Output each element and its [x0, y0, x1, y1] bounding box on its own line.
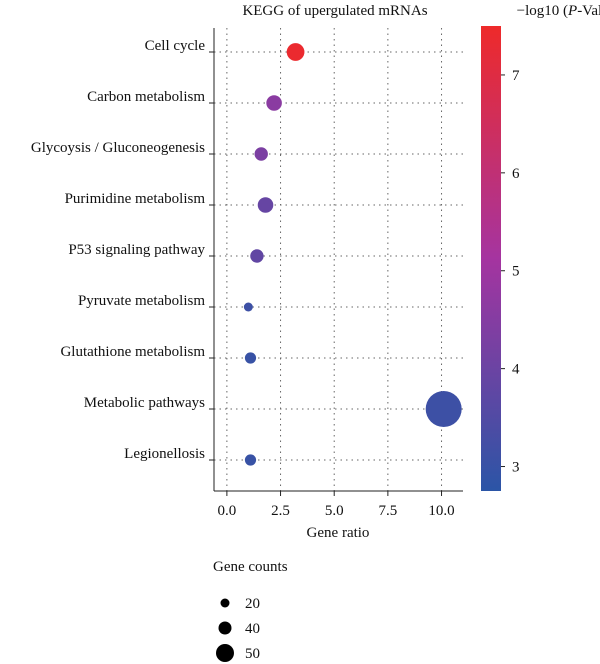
- size-legend-entries: 20 40 50: [216, 596, 260, 662]
- data-point-purimidine-metabolism: [257, 197, 274, 213]
- color-scale-tick-label: 4: [512, 362, 520, 378]
- x-ticks: 0.0 2.5 5.0 7.5 10.0: [218, 491, 455, 519]
- data-point-p53-signaling-pathway: [250, 249, 264, 263]
- x-tick-label: 5.0: [325, 503, 344, 519]
- data-points: [243, 43, 462, 466]
- data-point-pyruvate-metabolism: [243, 302, 253, 312]
- color-scale-tick-label: 5: [512, 264, 520, 280]
- size-legend-label: 20: [245, 596, 260, 612]
- color-scale-title: −log10 (P-Value): [517, 3, 600, 19]
- size-legend-swatch: [220, 598, 230, 608]
- x-tick-label: 7.5: [378, 503, 397, 519]
- size-legend-title: Gene counts: [213, 559, 288, 575]
- x-tick-label: 2.5: [271, 503, 290, 519]
- chart-title: KEGG of upergulated mRNAs: [242, 3, 427, 19]
- color-scale-tick-label: 6: [512, 166, 520, 182]
- size-legend-swatch: [218, 621, 232, 635]
- x-axis-title: Gene ratio: [307, 525, 370, 541]
- data-point-cell-cycle: [286, 43, 305, 61]
- y-ticks: Cell cycle Carbon metabolism Glycoysis / G…: [31, 38, 214, 462]
- color-scale-tick-label: 3: [512, 460, 520, 476]
- size-legend-label: 40: [245, 621, 260, 637]
- plot-panel: Cell cycle Carbon metabolism Glycoysis / G…: [31, 28, 463, 519]
- data-point-metabolic-pathways: [425, 391, 462, 427]
- size-legend: Gene counts 20 40 50: [213, 559, 288, 662]
- size-legend-label: 50: [245, 646, 260, 662]
- category-label: Metabolic pathways: [84, 395, 205, 411]
- data-point-glutathione-metabolism: [244, 352, 257, 364]
- color-scale-bar: [481, 26, 501, 491]
- color-scale-ticks: 3 4 5 6 7: [501, 68, 520, 476]
- data-point-legionellosis: [244, 454, 257, 466]
- category-label: Cell cycle: [145, 38, 206, 54]
- x-tick-label: 10.0: [428, 503, 454, 519]
- category-label: Glycoysis / Gluconeogenesis: [31, 140, 205, 156]
- category-label: Carbon metabolism: [87, 89, 205, 105]
- data-point-carbon-metabolism: [266, 95, 282, 111]
- size-legend-swatch: [216, 644, 234, 662]
- category-label: P53 signaling pathway: [68, 242, 205, 258]
- color-scale-tick-label: 7: [512, 68, 520, 84]
- category-label: Pyruvate metabolism: [78, 293, 205, 309]
- x-tick-label: 0.0: [218, 503, 237, 519]
- category-label: Legionellosis: [124, 446, 205, 462]
- data-point-glycoysis-gluconeogenesis: [254, 147, 268, 161]
- category-label: Purimidine metabolism: [65, 191, 206, 207]
- category-label: Glutathione metabolism: [60, 344, 205, 360]
- color-scale-legend: −log10 (P-Value) 3 4 5 6 7: [481, 3, 600, 491]
